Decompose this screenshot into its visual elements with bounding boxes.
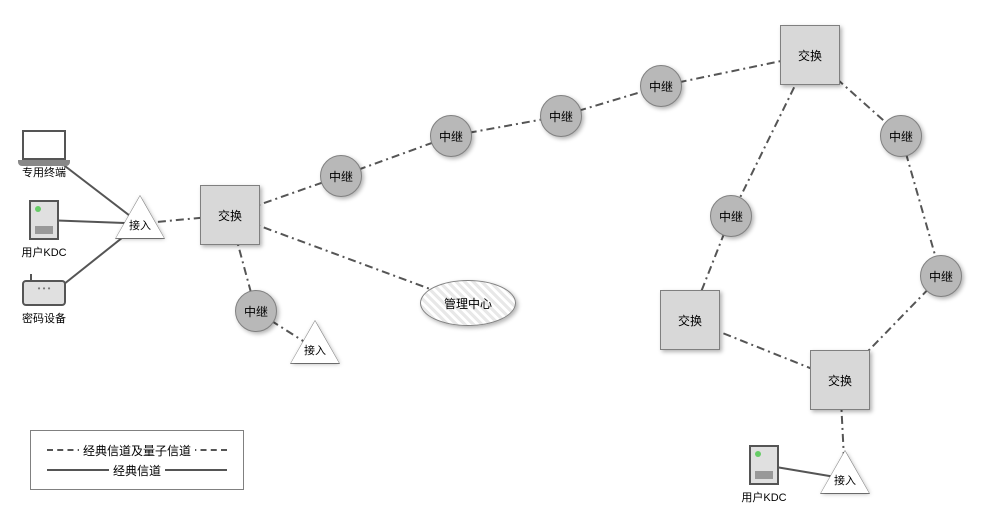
- access-node: 接入: [115, 195, 165, 239]
- access-label: 接入: [115, 217, 165, 233]
- access-node: 接入: [290, 320, 340, 364]
- square-node: 交换: [810, 350, 870, 410]
- legend-dash-label: 经典信道及量子信道: [79, 442, 195, 459]
- device-caption: 密码设备: [20, 310, 68, 326]
- circle-node: 中继: [430, 115, 472, 157]
- legend-box: 经典信道及量子信道 经典信道: [30, 430, 244, 490]
- legend-solid-label: 经典信道: [109, 462, 165, 479]
- device-caption: 用户KDC: [740, 489, 788, 505]
- access-node: 接入: [820, 450, 870, 494]
- square-node: 交换: [660, 290, 720, 350]
- circle-node: 中继: [880, 115, 922, 157]
- laptop-device: 专用终端: [20, 130, 68, 180]
- modem-icon: [22, 280, 66, 306]
- square-node: 交换: [780, 25, 840, 85]
- server-device: 用户KDC: [20, 200, 68, 260]
- ellipse-node: 管理中心: [420, 280, 516, 326]
- circle-node: 中继: [540, 95, 582, 137]
- device-caption: 用户KDC: [20, 244, 68, 260]
- legend-row-dash: 经典信道及量子信道: [47, 449, 227, 451]
- server-device: 用户KDC: [740, 445, 788, 505]
- server-icon: [749, 445, 779, 485]
- circle-node: 中继: [235, 290, 277, 332]
- circle-node: 中继: [640, 65, 682, 107]
- legend-row-solid: 经典信道: [47, 469, 227, 471]
- access-label: 接入: [820, 472, 870, 488]
- circle-node: 中继: [920, 255, 962, 297]
- modem-device: 密码设备: [20, 280, 68, 326]
- circle-node: 中继: [710, 195, 752, 237]
- circle-node: 中继: [320, 155, 362, 197]
- access-label: 接入: [290, 342, 340, 358]
- device-caption: 专用终端: [20, 164, 68, 180]
- square-node: 交换: [200, 185, 260, 245]
- laptop-icon: [22, 130, 66, 160]
- server-icon: [29, 200, 59, 240]
